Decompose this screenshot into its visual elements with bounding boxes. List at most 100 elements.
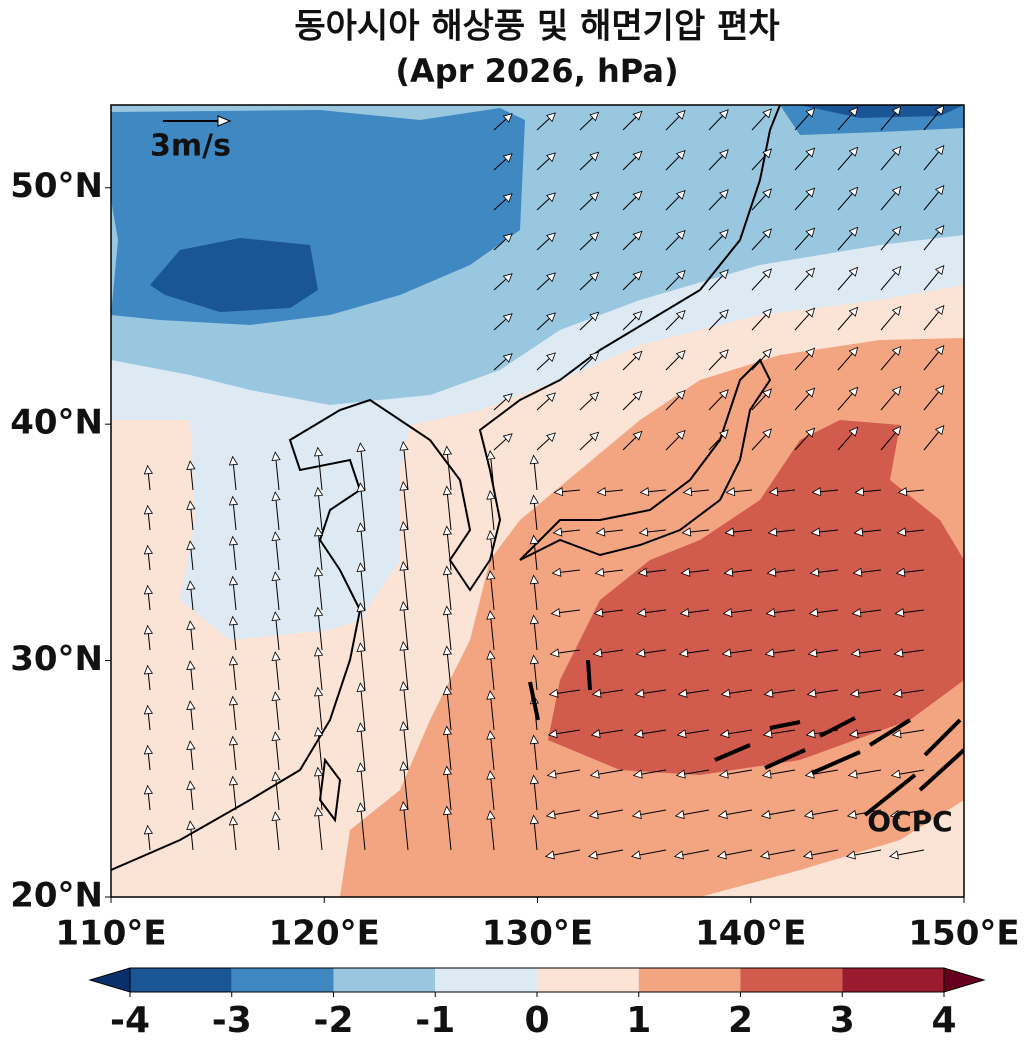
wind-vector-head	[529, 494, 539, 505]
wind-vector-head	[502, 313, 513, 323]
wind-vector-head	[719, 349, 729, 360]
contour	[548, 420, 964, 775]
field	[111, 105, 964, 897]
wind-vector-head	[592, 648, 603, 658]
wind-vector-head	[399, 440, 409, 451]
wind-vector-head	[356, 762, 366, 772]
wind-vector-head	[399, 720, 409, 731]
wind-vector-head	[762, 729, 773, 739]
wind-vector-head	[313, 766, 324, 777]
wind-vector-head	[271, 771, 281, 781]
wind-vector-head	[399, 560, 409, 571]
wind-vector-head	[356, 442, 366, 452]
colorbar-segment	[740, 968, 843, 992]
wind-vector-head	[891, 385, 902, 396]
wind-vector-head	[805, 107, 816, 118]
wind-vector-head	[854, 487, 865, 497]
wind-vector-head	[892, 688, 903, 698]
wind-vector-head	[765, 607, 776, 618]
wind-vector-head	[848, 346, 859, 357]
wind-vector-head	[547, 729, 558, 739]
y-tick-label: 20°N	[10, 876, 103, 916]
coastline	[519, 358, 772, 561]
wind-vector-head	[545, 152, 556, 163]
wind-vector-head	[634, 688, 645, 698]
wind-vector-head	[593, 607, 604, 618]
wind-vector-head	[637, 567, 648, 577]
wind-vector-head	[529, 454, 539, 465]
wind-vector-head	[313, 806, 324, 817]
wind-vector-head	[808, 607, 819, 618]
wind-vector-head	[545, 352, 556, 363]
wind-vector-head	[631, 809, 642, 820]
colorbar-over	[943, 967, 986, 993]
wind-vector-head	[721, 648, 732, 658]
wind-vector-head	[760, 809, 771, 820]
wind-vector-head	[681, 527, 692, 537]
wind-vector-head	[356, 602, 366, 612]
colorbar-label: 1	[626, 1000, 651, 1041]
wind-vector-head	[805, 307, 816, 318]
wind-vector-head	[764, 648, 775, 658]
wind-vector-head	[589, 231, 600, 242]
wind-vector-head	[934, 345, 945, 356]
wind-vector-head	[679, 607, 690, 618]
wind-vector-head	[552, 527, 563, 537]
wind-vector-head	[271, 811, 281, 821]
wind-vector-head	[891, 729, 902, 739]
wind-vector-head	[890, 769, 901, 779]
wind-vector-head	[313, 566, 324, 577]
wind-vector-head	[896, 527, 907, 537]
wind-vector-head	[186, 780, 196, 791]
wind-vector-head	[313, 646, 324, 657]
wind-vector-head	[545, 392, 556, 403]
wind-vector-head	[143, 504, 154, 515]
wind-vector-head	[891, 305, 902, 316]
wind-vector	[868, 718, 912, 747]
wind-vector-head	[186, 820, 196, 831]
y-tick-label: 40°N	[10, 403, 103, 443]
wind-vector-head	[847, 769, 858, 779]
y-tick-label: 30°N	[10, 639, 103, 679]
wind-vector-head	[589, 151, 600, 162]
wind-vector-head	[502, 153, 513, 163]
wind-vector-head	[891, 225, 902, 236]
wind-vector-head	[186, 500, 196, 511]
wind-vector-head	[846, 809, 857, 820]
wind-vector-head	[271, 691, 281, 701]
wind-vector-head	[143, 624, 154, 635]
wind-vector-head	[636, 607, 647, 618]
wind-vector-head	[675, 769, 686, 779]
wind-vector-head	[719, 189, 729, 200]
wind-vector	[819, 716, 856, 738]
wind-vector-head	[399, 800, 409, 811]
wind-vector-head	[717, 809, 728, 820]
wind-vector-head	[271, 651, 281, 661]
contour	[800, 105, 964, 118]
wind-vector-head	[811, 487, 822, 497]
colorbar-label: -3	[212, 1000, 252, 1041]
wind-vector-head	[590, 729, 601, 739]
wind-vector-head	[850, 648, 861, 658]
wind-vector-head	[767, 527, 778, 537]
wind-vector-head	[718, 769, 729, 779]
wind-vector-head	[891, 105, 902, 116]
wind-vector	[586, 659, 592, 691]
colorbar-label: 0	[524, 1000, 549, 1041]
wind-vector-head	[228, 615, 239, 626]
wind-vector-head	[719, 229, 729, 240]
wind-vector-head	[143, 744, 154, 755]
x-tick-label: 120°E	[269, 914, 380, 954]
wind-vector-head	[529, 534, 539, 545]
wind-vector-head	[675, 430, 686, 440]
wind-vector-head	[673, 850, 684, 860]
wind-vector-head	[680, 567, 691, 577]
wind-vector-head	[809, 567, 820, 577]
wind-vector-head	[677, 688, 688, 698]
wind-vector-head	[589, 111, 600, 122]
wind-vector-head	[762, 108, 772, 119]
contour	[150, 238, 318, 312]
wind-vector-head	[893, 648, 904, 658]
wind-vector-head	[356, 722, 366, 732]
wind-vector-head	[545, 192, 556, 203]
